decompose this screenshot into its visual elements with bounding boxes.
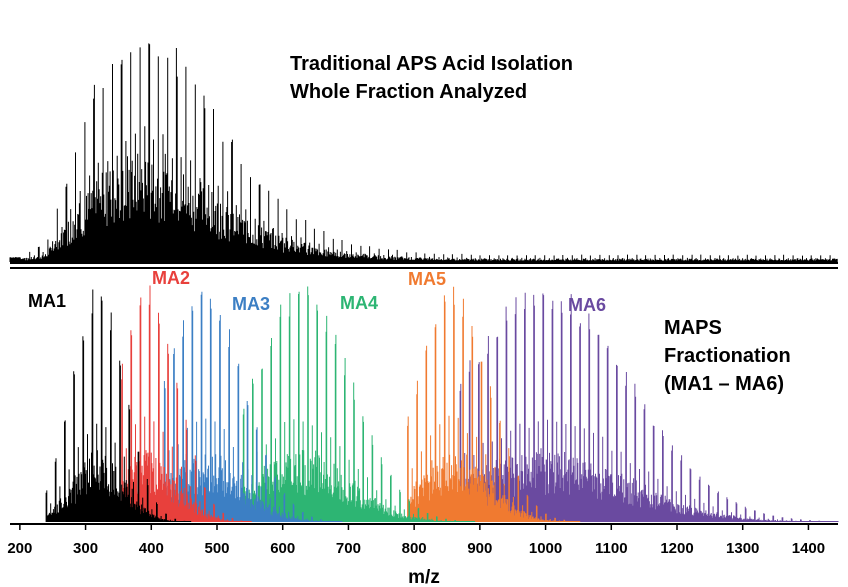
bottom-annotation-line-3: (MA1 – MA6): [664, 373, 784, 395]
bottom-spectrum-panel: [45, 285, 839, 522]
x-axis-ticks: 200 300 400 500 600 700 800 900 1000 1100 1200 1300…: [7, 524, 825, 557]
bottom-annotation-line-1: MAPS: [664, 317, 722, 339]
x-tick-label-700: 700: [336, 540, 361, 557]
x-axis-label: m/z: [408, 567, 440, 587]
legend-label-ma5: MA5: [408, 269, 446, 289]
x-tick-label-500: 500: [204, 540, 229, 557]
series-trace-ma1: [45, 289, 192, 522]
x-tick-label-1000: 1000: [529, 540, 562, 557]
top-annotation-line-1: Traditional APS Acid Isolation: [290, 53, 573, 75]
x-tick-label-1200: 1200: [660, 540, 693, 557]
legend-label-ma3: MA3: [232, 294, 270, 314]
x-tick-label-300: 300: [73, 540, 98, 557]
x-tick-label-1400: 1400: [792, 540, 825, 557]
x-tick-label-800: 800: [402, 540, 427, 557]
series-trace-ma6: [459, 292, 839, 522]
top-spectrum-panel: [9, 43, 838, 262]
x-tick-label-400: 400: [139, 540, 164, 557]
bottom-annotation-line-2: Fractionation: [664, 345, 791, 367]
x-tick-label-200: 200: [7, 540, 32, 557]
top-annotation-line-2: Whole Fraction Analyzed: [290, 81, 527, 103]
series-trace-ma4: [242, 286, 476, 522]
x-tick-label-900: 900: [467, 540, 492, 557]
legend-label-ma6: MA6: [568, 295, 606, 315]
x-tick-label-600: 600: [270, 540, 295, 557]
top-series-trace: [9, 43, 838, 262]
x-tick-label-1300: 1300: [726, 540, 759, 557]
x-tick-label-1100: 1100: [595, 540, 628, 557]
legend-label-ma4: MA4: [340, 293, 378, 313]
series-trace-ma5: [407, 286, 581, 522]
legend-label-ma2: MA2: [152, 268, 190, 288]
series-trace-ma2: [121, 285, 252, 522]
legend-label-ma1: MA1: [28, 291, 66, 311]
